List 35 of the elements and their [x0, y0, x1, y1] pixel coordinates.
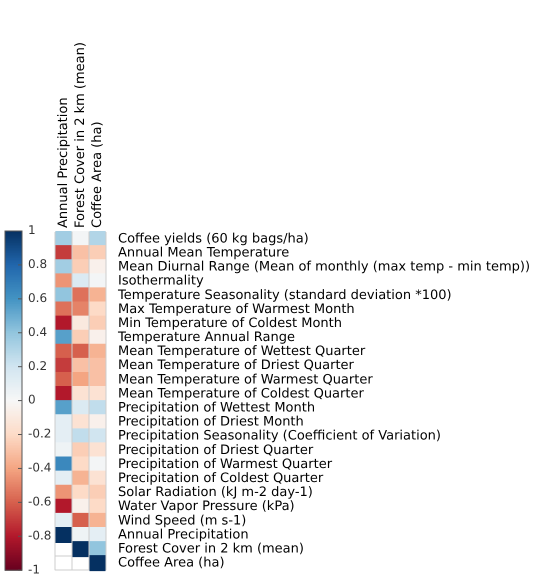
y-tick-label: Precipitation of Wettest Month	[118, 400, 316, 416]
color-bar-label: -1	[28, 562, 40, 576]
y-tick-label: Wind Speed (m s-1)	[118, 513, 246, 528]
y-tick-label: Water Vapor Pressure (kPa)	[118, 499, 295, 514]
y-tick-label: Min Temperature of Coldest Month	[118, 316, 342, 331]
y-tick-label: Precipitation of Coldest Quarter	[118, 470, 324, 486]
y-tick-label: Temperature Annual Range	[117, 330, 296, 346]
y-tick-label: Forest Cover in 2 km (mean)	[118, 541, 304, 556]
color-bar-label: 0.6	[28, 290, 48, 305]
color-bar-label: 0.4	[28, 324, 48, 339]
y-tick-label: Solar Radiation (kJ m-2 day-1)	[118, 485, 313, 500]
color-bar-label: 0.8	[28, 257, 48, 272]
color-bar-label: -0.4	[28, 460, 52, 475]
y-tick-label: Mean Diurnal Range (Mean of monthly (max temp - min temp))	[118, 260, 530, 275]
y-tick-label: Mean Temperature of Coldest Quarter	[118, 386, 364, 402]
color-bar-label: 0.2	[28, 358, 48, 373]
y-tick-label: Precipitation Seasonality (Coefficient of Variation)	[118, 428, 441, 444]
y-tick-label: Coffee Area (ha)	[118, 556, 225, 571]
color-bar-label: -0.6	[28, 494, 52, 508]
y-tick-label: Max Temperature of Warmest Month	[118, 302, 355, 317]
y-tick-label: Precipitation of Driest Month	[118, 414, 304, 430]
y-tick-label: Precipitation of Driest Quarter	[118, 442, 314, 458]
y-tick-label: Mean Temperature of Warmest Quarter	[118, 372, 374, 388]
y-tick-label: Precipitation of Warmest Quarter	[118, 456, 333, 472]
y-tick-label: Annual Mean Temperature	[118, 246, 290, 261]
y-tick-label: Mean Temperature of Wettest Quarter	[118, 344, 366, 360]
y-tick-label: Temperature Seasonality (standard deviation *100)	[117, 288, 452, 303]
color-bar-label: 0	[28, 392, 36, 407]
color-bar-label: 1	[28, 223, 36, 238]
color-bar-label: -0.8	[28, 528, 52, 542]
color-bar-label: -0.2	[28, 426, 52, 441]
y-tick-label: Mean Temperature of Driest Quarter	[118, 358, 355, 374]
y-tick-label: Coffee yields (60 kg bags/ha)	[118, 231, 309, 246]
y-tick-label: Annual Precipitation	[118, 527, 249, 542]
y-tick-label: Isothermality	[118, 274, 204, 289]
